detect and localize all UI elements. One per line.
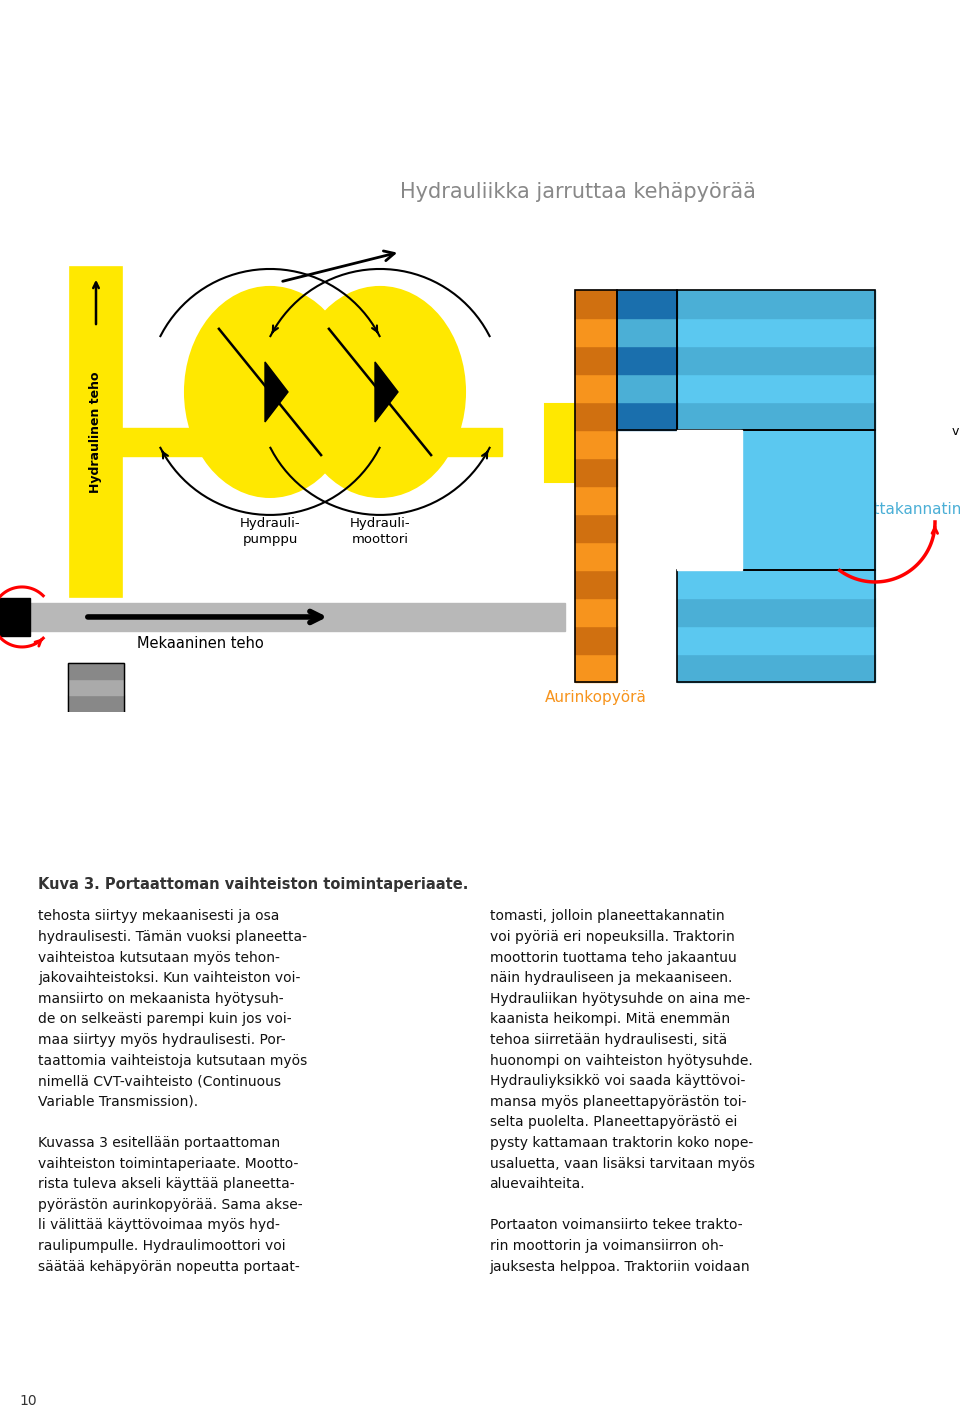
- Bar: [677, 570, 875, 598]
- Bar: [575, 570, 617, 598]
- Polygon shape: [375, 362, 398, 422]
- Ellipse shape: [185, 287, 355, 497]
- Bar: [575, 431, 617, 458]
- Bar: [617, 290, 677, 318]
- Bar: [68, 710, 124, 728]
- Bar: [545, 404, 600, 482]
- Text: Hydrauli-
pumppu: Hydrauli- pumppu: [240, 517, 300, 546]
- Bar: [677, 402, 875, 431]
- Bar: [68, 786, 124, 801]
- Text: tehosta siirtyy mekaanisesti ja osa
hydraulisesti. Tämän vuoksi planeetta-
vaiht: tehosta siirtyy mekaanisesti ja osa hydr…: [38, 909, 307, 1273]
- Bar: [68, 664, 124, 679]
- Bar: [677, 345, 875, 374]
- Bar: [575, 318, 617, 345]
- Ellipse shape: [295, 287, 465, 497]
- Bar: [617, 318, 677, 345]
- Bar: [617, 374, 677, 402]
- Bar: [575, 290, 617, 318]
- Text: tomasti, jolloin planeettakannatin
voi pyöriä eri nopeuksilla. Traktorin
moottor: tomasti, jolloin planeettakannatin voi p…: [490, 909, 755, 1273]
- Text: Hydraulinen teho: Hydraulinen teho: [89, 371, 103, 493]
- Bar: [575, 514, 617, 541]
- Text: Hydrauliikka jarruttaa kehäpyörää: Hydrauliikka jarruttaa kehäpyörää: [400, 182, 756, 202]
- Polygon shape: [265, 362, 288, 422]
- Bar: [575, 402, 617, 431]
- Text: Kehäpyörä: Kehäpyörä: [692, 352, 774, 368]
- Bar: [677, 627, 875, 654]
- Bar: [677, 431, 742, 570]
- Text: Planeettakannatin: Planeettakannatin: [822, 503, 960, 517]
- Bar: [617, 290, 677, 431]
- Bar: [677, 654, 875, 682]
- Text: Aurinkopyörä: Aurinkopyörä: [545, 691, 647, 705]
- Bar: [575, 627, 617, 654]
- Bar: [122, 428, 502, 456]
- Bar: [575, 290, 617, 682]
- Bar: [677, 570, 875, 682]
- Bar: [575, 598, 617, 627]
- Bar: [677, 318, 875, 345]
- Bar: [575, 486, 617, 514]
- Bar: [70, 267, 122, 597]
- Bar: [68, 755, 124, 770]
- Bar: [68, 737, 124, 755]
- Bar: [0, 603, 565, 631]
- Bar: [68, 737, 124, 801]
- Bar: [575, 345, 617, 374]
- Bar: [617, 402, 677, 431]
- Bar: [575, 654, 617, 682]
- Text: Hydrauli-
moottori: Hydrauli- moottori: [349, 517, 410, 546]
- Bar: [575, 374, 617, 402]
- Text: 10: 10: [19, 1394, 36, 1408]
- Bar: [742, 431, 875, 570]
- Bar: [575, 458, 617, 486]
- Bar: [68, 664, 124, 728]
- Bar: [677, 374, 875, 402]
- Bar: [68, 695, 124, 710]
- Bar: [575, 541, 617, 570]
- Bar: [68, 679, 124, 695]
- Bar: [677, 598, 875, 627]
- Bar: [617, 345, 677, 374]
- Bar: [742, 431, 875, 570]
- Text: v: v: [951, 425, 959, 439]
- Bar: [677, 290, 875, 431]
- Bar: [677, 290, 875, 318]
- Text: Kuva 3. Portaattoman vaihteiston toimintaperiaate.: Kuva 3. Portaattoman vaihteiston toimint…: [38, 877, 468, 892]
- Bar: [68, 770, 124, 786]
- Text: Mekaaninen teho: Mekaaninen teho: [136, 637, 263, 651]
- Bar: [0, 598, 30, 637]
